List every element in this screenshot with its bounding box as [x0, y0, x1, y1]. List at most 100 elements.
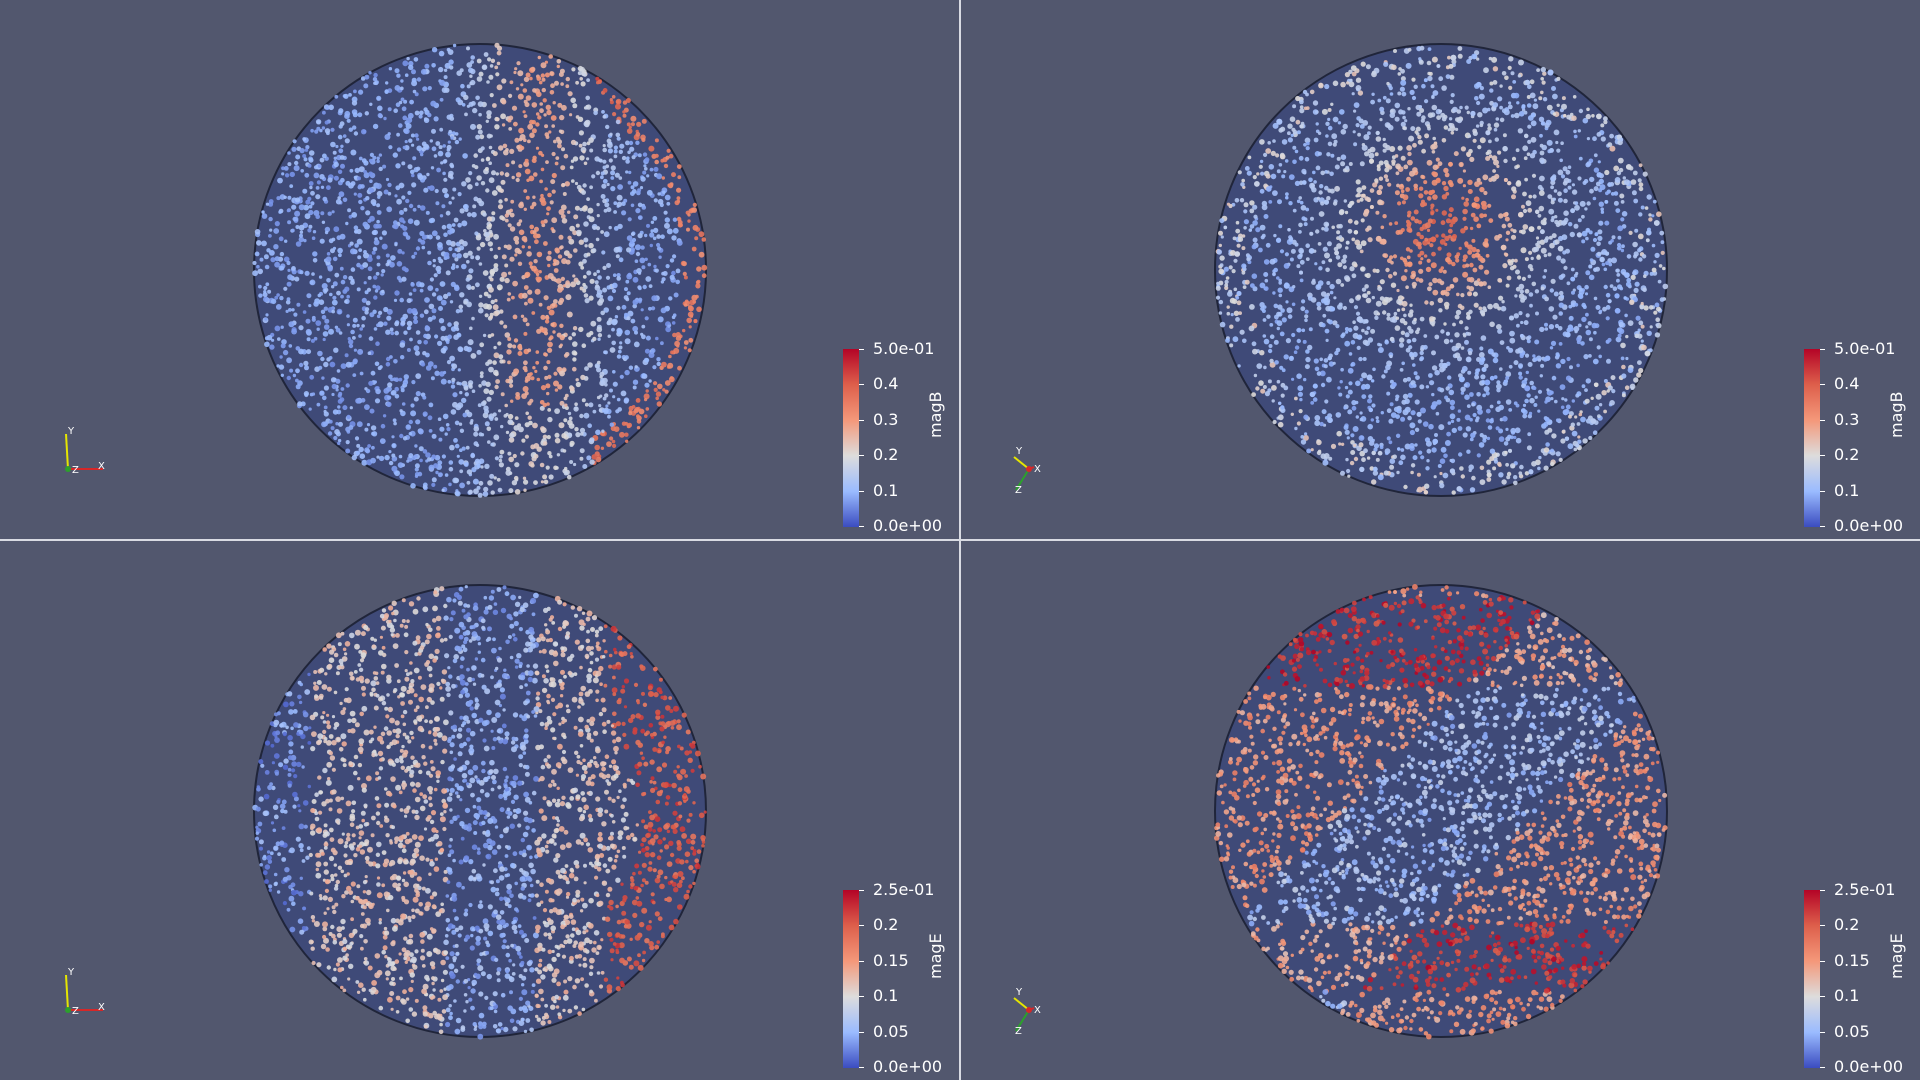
- particle: [1551, 233, 1557, 239]
- particle: [1565, 375, 1572, 381]
- particle: [512, 453, 517, 459]
- particle: [1464, 414, 1471, 421]
- particle: [278, 265, 284, 271]
- particle: [1523, 320, 1529, 326]
- particle: [1589, 258, 1594, 262]
- particle: [299, 230, 304, 234]
- particle: [1337, 121, 1342, 125]
- particle: [488, 177, 495, 184]
- particle: [426, 172, 430, 177]
- particle: [1423, 344, 1428, 350]
- particle: [488, 161, 493, 165]
- particle: [420, 152, 424, 157]
- particle: [596, 367, 602, 373]
- particle: [485, 188, 490, 193]
- particle: [1343, 425, 1349, 430]
- particle: [1314, 415, 1321, 421]
- particle: [1412, 363, 1416, 367]
- particle: [523, 114, 528, 118]
- particle: [630, 185, 635, 190]
- particle: [356, 262, 361, 268]
- particle: [466, 62, 473, 68]
- particle: [274, 256, 280, 262]
- particle: [655, 336, 659, 341]
- particle: [1367, 148, 1372, 154]
- particle: [394, 290, 400, 296]
- particle: [501, 78, 507, 84]
- particle: [1283, 170, 1287, 174]
- particle: [523, 76, 530, 83]
- particle: [1598, 354, 1602, 359]
- particle: [1357, 132, 1361, 137]
- particle: [1496, 400, 1501, 405]
- particle: [427, 285, 434, 291]
- particle: [413, 454, 418, 458]
- particle: [1300, 205, 1307, 211]
- particle: [376, 455, 380, 459]
- particle: [298, 204, 305, 211]
- particle: [480, 433, 485, 437]
- particle: [431, 482, 436, 487]
- particle: [638, 286, 642, 291]
- color-legend[interactable]: 5.0e-01 0.4 0.3 0.2 0.1 0.0e+00: [843, 341, 942, 534]
- particle: [273, 228, 280, 234]
- particle: [254, 229, 261, 235]
- particle: [566, 311, 573, 318]
- particle: [1638, 182, 1644, 188]
- particle: [319, 390, 325, 396]
- particle: [617, 349, 622, 354]
- particle: [1497, 150, 1502, 155]
- particle: [1601, 262, 1606, 267]
- particle: [1382, 253, 1387, 258]
- particle: [1331, 225, 1335, 230]
- particle: [610, 165, 616, 171]
- particle: [1320, 291, 1327, 297]
- particle: [335, 422, 339, 426]
- particle: [474, 231, 479, 236]
- particle: [1406, 255, 1411, 260]
- particle: [1553, 129, 1560, 136]
- particle: [295, 378, 299, 383]
- particle: [1329, 283, 1335, 290]
- particle: [1419, 350, 1424, 356]
- particle: [1651, 214, 1655, 218]
- axis-z-marker: [65, 466, 71, 472]
- particle: [1410, 463, 1416, 468]
- particle: [381, 230, 387, 236]
- particle: [1411, 77, 1416, 82]
- particle: [424, 297, 430, 303]
- render-view-top-right[interactable]: 5.0e-01 0.4 0.3 0.2 0.1 0.0e+00 magB Y X…: [961, 0, 1920, 539]
- particle: [1219, 218, 1225, 224]
- particle: [528, 261, 533, 266]
- particle: [1648, 217, 1653, 222]
- particle: [587, 207, 594, 214]
- particle: [1535, 236, 1540, 240]
- particle: [589, 185, 593, 190]
- particle: [454, 285, 460, 292]
- particle: [1504, 75, 1509, 81]
- particle: [1334, 164, 1340, 170]
- particle: [484, 421, 490, 427]
- particle: [476, 485, 481, 490]
- particle: [565, 259, 571, 265]
- particle: [1566, 356, 1571, 362]
- particle: [1279, 365, 1284, 370]
- particle: [1413, 84, 1418, 90]
- particle: [437, 150, 444, 157]
- particle: [298, 224, 305, 231]
- particle: [1529, 153, 1536, 159]
- particle: [1362, 120, 1369, 126]
- particle: [315, 194, 321, 200]
- render-view-top-left[interactable]: 5.0e-01 0.4 0.3 0.2 0.1 0.0e+00 magB Y Z…: [0, 0, 959, 539]
- particle: [1224, 285, 1229, 291]
- particle: [1409, 422, 1416, 429]
- particle: [677, 220, 683, 225]
- particle: [361, 315, 366, 321]
- particle: [1445, 74, 1451, 79]
- particle: [522, 317, 528, 323]
- particle: [429, 139, 433, 143]
- particle: [1419, 226, 1424, 232]
- particle: [376, 95, 382, 101]
- particle: [1464, 243, 1469, 248]
- particle: [582, 258, 587, 264]
